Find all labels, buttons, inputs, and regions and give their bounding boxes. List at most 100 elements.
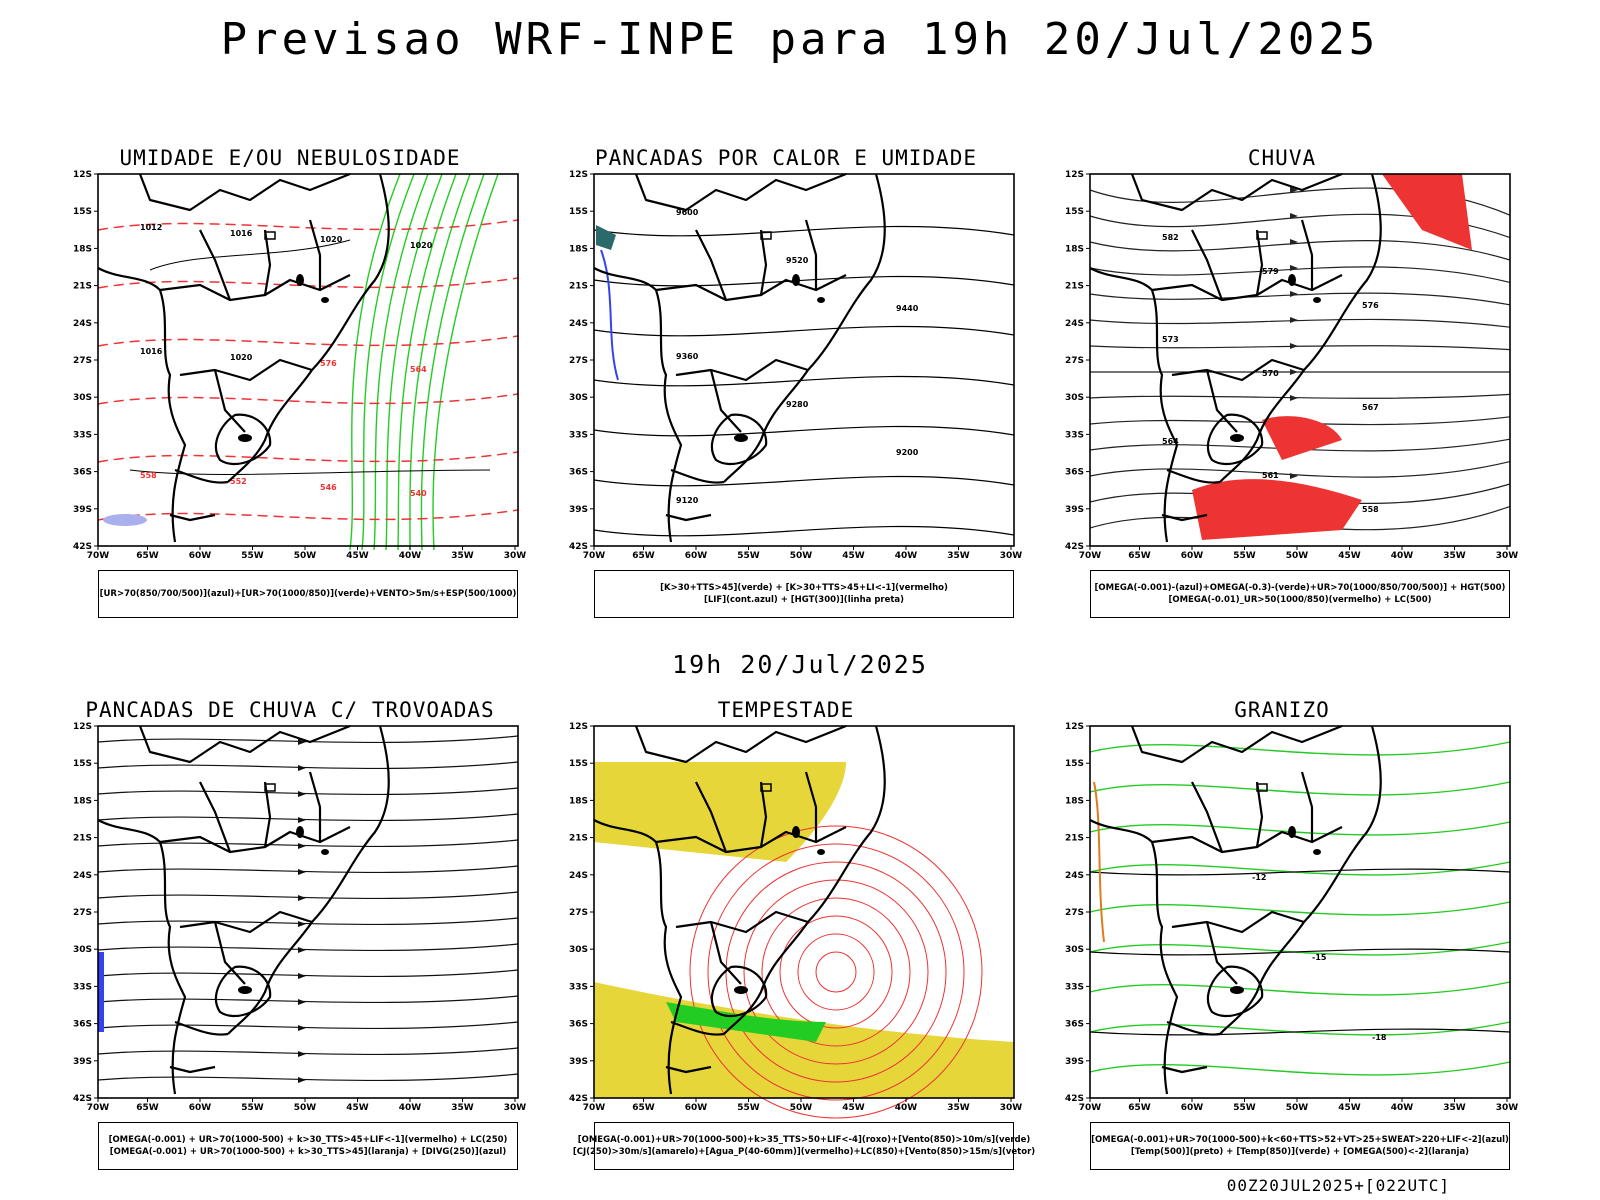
streamline — [97, 813, 519, 822]
rain-patch — [1192, 479, 1362, 540]
run-label: 00Z20JUL2025+[022UTC] — [1226, 1176, 1450, 1195]
state-border-5 — [804, 219, 818, 290]
lat-label: 39S — [569, 1057, 588, 1067]
lon-label: 50W — [1286, 1103, 1309, 1113]
legend-line-2: [CJ(250)>30m/s](amarelo)+[Agua_P(40-60mm… — [572, 1147, 1036, 1157]
brazil-coast — [723, 725, 886, 1035]
streamline — [97, 943, 519, 952]
lon-label: 55W — [737, 551, 760, 561]
contour-label: 1020 — [410, 241, 433, 250]
streamline-arrow — [298, 999, 306, 1005]
uruguay-border — [214, 965, 272, 1018]
lon-label: 65W — [1128, 1103, 1151, 1113]
streamline-arrow — [298, 843, 306, 849]
contour-label: 9200 — [896, 448, 919, 457]
lat-label: 21S — [1065, 282, 1084, 292]
patagonia-border — [1161, 513, 1208, 522]
streamline — [1089, 393, 1511, 399]
lake-mark — [734, 434, 748, 442]
contour-label: 9120 — [676, 496, 699, 505]
legend-line-2: [OMEGA(-0.01)_UR>50(1000/850)(vermelho) … — [1168, 595, 1432, 605]
state-border-4 — [1255, 229, 1264, 296]
lon-label: 45W — [346, 551, 369, 561]
uruguay-border — [214, 413, 272, 466]
contour-label: -18 — [1372, 1033, 1387, 1042]
rain-patch — [1382, 174, 1472, 250]
lat-label: 24S — [569, 319, 588, 329]
state-border-5 — [1300, 219, 1314, 290]
streamline-arrow — [1290, 343, 1298, 349]
lat-label: 39S — [1065, 1057, 1084, 1067]
pressure-contour — [129, 469, 491, 475]
panel-tempestade: TEMPESTADE 12S 15S 18S 21S 24S 27S 30S 33S 36S 39… — [546, 698, 1035, 1188]
state-border-2 — [675, 358, 809, 382]
lon-label: 70W — [1079, 551, 1102, 561]
temp850-contour — [1089, 1021, 1511, 1036]
lon-label: 50W — [294, 1103, 317, 1113]
andes-border — [97, 819, 187, 1095]
streamline-arrow — [298, 895, 306, 901]
lake-mark — [238, 986, 252, 994]
temp850-contour — [1089, 901, 1511, 916]
lon-label: 35W — [1443, 1103, 1466, 1113]
lon-label: 45W — [842, 1103, 865, 1113]
lake-mark — [321, 849, 329, 855]
andes-border — [593, 819, 683, 1095]
contour-label: 570 — [1262, 369, 1279, 378]
pressure-contour — [149, 239, 351, 271]
contour-label: 558 — [1362, 505, 1379, 514]
lat-label: 42S — [1065, 1094, 1084, 1104]
lat-label: 21S — [73, 282, 92, 292]
lat-label: 15S — [1065, 207, 1084, 217]
lat-label: 15S — [1065, 759, 1084, 769]
plata-border — [1166, 1020, 1221, 1036]
humidity-contour — [409, 173, 471, 551]
lon-label: 30W — [1000, 551, 1023, 561]
lon-label: 30W — [504, 551, 527, 561]
streamline — [97, 787, 519, 796]
lat-label: 36S — [569, 1020, 588, 1030]
streamline — [1089, 240, 1511, 261]
panel-chuva: CHUVA 582 579 576 573 570 567 564 561 558 12S 15S 1… — [1042, 146, 1522, 636]
contour-label: 552 — [230, 477, 247, 486]
contour-label: 1020 — [230, 353, 253, 362]
df-marker — [264, 231, 276, 240]
lat-label: 18S — [73, 244, 92, 254]
lake-mark — [1230, 986, 1244, 994]
streamline-arrow — [1290, 291, 1298, 297]
contour-label: 9600 — [676, 208, 699, 217]
state-border-5 — [1300, 771, 1314, 842]
temp500-contour — [1089, 1028, 1511, 1036]
panel-title: CHUVA — [1247, 146, 1317, 170]
lon-label: 40W — [895, 1103, 918, 1113]
legend-line-2: [Temp(500)](preto) + [Temp(850)](verde) … — [1130, 1147, 1470, 1157]
lc850-contour — [707, 843, 965, 1101]
streamline — [97, 1073, 519, 1082]
lon-label: 70W — [1079, 1103, 1102, 1113]
lon-label: 65W — [1128, 551, 1151, 561]
legend-line-2: [LIF](cont.azul) + [HGT(300)](linha pret… — [703, 595, 905, 605]
lon-label: 60W — [685, 1103, 708, 1113]
north-border — [634, 724, 847, 764]
lon-label: 30W — [504, 1103, 527, 1113]
lat-label: 36S — [569, 468, 588, 478]
streamline — [97, 865, 519, 874]
streamline-arrow — [298, 765, 306, 771]
contour-label: 1012 — [140, 223, 162, 232]
state-border-3 — [199, 781, 232, 853]
streamline-arrow — [1290, 473, 1298, 479]
thickness-contour — [97, 509, 519, 521]
state-border-2 — [179, 358, 313, 382]
country-borders — [593, 172, 886, 543]
lat-label: 27S — [73, 356, 92, 366]
lat-label: 30S — [1065, 945, 1084, 955]
lon-label: 65W — [136, 551, 159, 561]
andes-border — [1089, 267, 1179, 543]
lakes — [734, 826, 825, 994]
andes-border — [97, 267, 187, 543]
streamline-arrow — [1290, 265, 1298, 271]
lat-label: 27S — [569, 908, 588, 918]
state-border-3 — [695, 229, 728, 301]
north-border — [138, 724, 351, 764]
streamline — [97, 917, 519, 926]
